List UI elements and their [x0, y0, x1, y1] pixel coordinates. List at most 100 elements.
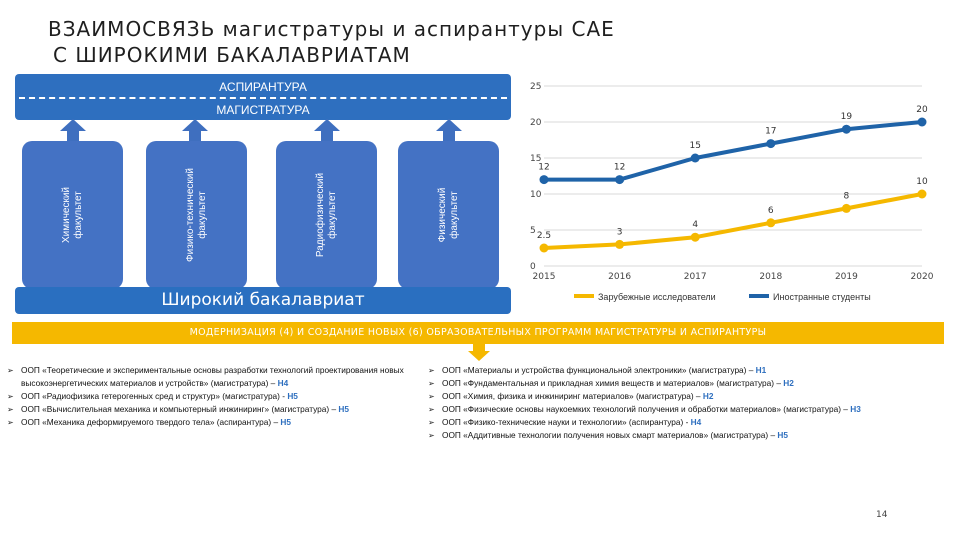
x-tick-label: 2019 — [835, 272, 858, 282]
data-point — [615, 239, 625, 249]
faculty-physics: Физический факультет — [398, 141, 499, 289]
slide-title: ВЗАИМОСВЯЗЬ магистратуры и аспирантуры С… — [48, 16, 615, 68]
bullet-arrow-icon: ➢ — [428, 392, 435, 401]
data-point — [766, 218, 776, 228]
data-label: 8 — [844, 191, 850, 201]
up-arrow-icon — [182, 119, 208, 141]
faculty-radiophysics: Радиофизический факультет — [276, 141, 377, 289]
y-tick-label: 25 — [530, 82, 541, 92]
program-item: ➢ ООП «Физико-технические науки и техноло… — [428, 416, 908, 429]
programs-list-left: ➢ ООП «Теоретические и экспериментальные … — [7, 364, 417, 429]
programs-list-right: ➢ ООП «Материалы и устройства функциональ… — [428, 364, 908, 442]
data-label: 17 — [765, 127, 776, 137]
data-point — [841, 203, 851, 213]
program-item: ➢ ООП «Химия, физика и инжиниринг материа… — [428, 390, 908, 403]
aspirantura-label: АСПИРАНТУРА — [219, 80, 307, 94]
program-item: ➢ ООП «Физические основы наукоемких техно… — [428, 403, 908, 416]
data-label: 2.5 — [537, 231, 551, 241]
program-text: ООП «Аддитивные технологии получения нов… — [442, 430, 778, 440]
data-point — [539, 175, 549, 185]
data-label: 10 — [916, 177, 928, 187]
bullet-arrow-icon: ➢ — [7, 405, 14, 414]
y-tick-label: 5 — [530, 226, 536, 236]
x-tick-label: 2016 — [608, 272, 631, 282]
program-code: Н1 — [755, 365, 767, 375]
faculty-label: Физический факультет — [436, 187, 460, 243]
faculty-label: Химический факультет — [60, 186, 84, 244]
program-text: ООП «Теоретические и экспериментальные о… — [21, 365, 404, 388]
dashed-divider — [19, 97, 507, 99]
x-tick-label: 2015 — [533, 272, 556, 282]
program-code: Н5 — [280, 417, 291, 427]
bullet-arrow-icon: ➢ — [428, 366, 435, 375]
bullet-arrow-icon: ➢ — [428, 379, 435, 388]
program-item: ➢ ООП «Механика деформируемого твердого т… — [7, 416, 417, 429]
bullet-arrow-icon: ➢ — [428, 405, 435, 414]
x-tick-label: 2017 — [684, 272, 707, 282]
bullet-arrow-icon: ➢ — [428, 431, 435, 440]
program-text: ООП «Физико-технические науки и технолог… — [442, 417, 691, 427]
bullet-arrow-icon: ➢ — [7, 392, 14, 401]
program-code: Н3 — [850, 404, 861, 414]
up-arrow-icon — [314, 119, 340, 141]
program-text: ООП «Механика деформируемого твердого те… — [21, 417, 281, 427]
y-tick-label: 0 — [530, 262, 536, 272]
broad-bachelor-block: Широкий бакалавриат — [15, 287, 511, 314]
x-tick-label: 2020 — [911, 272, 934, 282]
page-number: 14 — [876, 510, 888, 520]
bullet-arrow-icon: ➢ — [428, 418, 435, 427]
program-text: ООП «Радиофизика гетерогенных сред и стр… — [21, 391, 288, 401]
y-tick-label: 10 — [530, 190, 542, 200]
data-point — [539, 243, 549, 253]
y-tick-label: 20 — [530, 118, 542, 128]
program-code: Н5 — [287, 391, 298, 401]
x-tick-label: 2018 — [759, 272, 782, 282]
legend-label: Иностранные студенты — [773, 292, 871, 302]
data-label: 19 — [841, 112, 853, 122]
modernization-banner: МОДЕРНИЗАЦИЯ (4) И СОЗДАНИЕ НОВЫХ (6) ОБ… — [12, 322, 944, 344]
series-line — [544, 120, 923, 182]
bullet-arrow-icon: ➢ — [7, 418, 14, 427]
up-arrow-icon — [60, 119, 86, 141]
faculty-chemistry: Химический факультет — [22, 141, 123, 289]
program-text: ООП «Химия, физика и инжиниринг материал… — [442, 391, 703, 401]
legend-swatch — [574, 294, 594, 298]
data-point — [690, 232, 700, 242]
series-line — [543, 192, 923, 250]
data-point — [615, 175, 625, 185]
data-label: 15 — [689, 141, 700, 151]
data-label: 6 — [768, 206, 774, 216]
program-item: ➢ ООП «Радиофизика гетерогенных сред и ст… — [7, 390, 417, 403]
program-code: Н5 — [777, 430, 788, 440]
program-item: ➢ ООП «Теоретические и экспериментальные … — [7, 364, 417, 390]
program-text: ООП «Физические основы наукоемких технол… — [442, 404, 851, 414]
bullet-arrow-icon: ➢ — [7, 366, 14, 375]
legend-label: Зарубежные исследователи — [598, 292, 716, 302]
program-code: Н2 — [702, 391, 714, 401]
y-tick-label: 15 — [530, 154, 541, 164]
data-point — [690, 153, 700, 163]
program-code: Н4 — [277, 378, 289, 388]
data-label: 3 — [617, 227, 623, 237]
data-label: 20 — [916, 105, 928, 115]
data-point — [766, 139, 776, 149]
program-code: Н4 — [690, 417, 702, 427]
up-arrow-icon — [436, 119, 462, 141]
program-item: ➢ ООП «Вычислительная механика и компьюте… — [7, 403, 417, 416]
program-item: ➢ ООП «Фундаментальная и прикладная химия… — [428, 377, 908, 390]
faculty-physics-technical: Физико-технический факультет — [146, 141, 247, 289]
data-point — [917, 117, 927, 127]
title-line-1: ВЗАИМОСВЯЗЬ магистратуры и аспирантуры С… — [48, 17, 615, 41]
faculty-label: Физико-технический факультет — [184, 168, 208, 262]
legend-swatch — [749, 294, 769, 298]
down-arrow-icon — [468, 343, 490, 361]
title-line-2: С ШИРОКИМИ БАКАЛАВРИАТАМ — [53, 43, 411, 67]
data-point — [917, 189, 927, 199]
program-code: Н2 — [783, 378, 794, 388]
magistratura-label: МАГИСТРАТУРА — [216, 103, 310, 117]
data-point — [841, 124, 851, 134]
program-text: ООП «Фундаментальная и прикладная химия … — [442, 378, 784, 388]
data-label: 12 — [614, 163, 625, 173]
graduate-block: АСПИРАНТУРА МАГИСТРАТУРА — [15, 74, 511, 120]
